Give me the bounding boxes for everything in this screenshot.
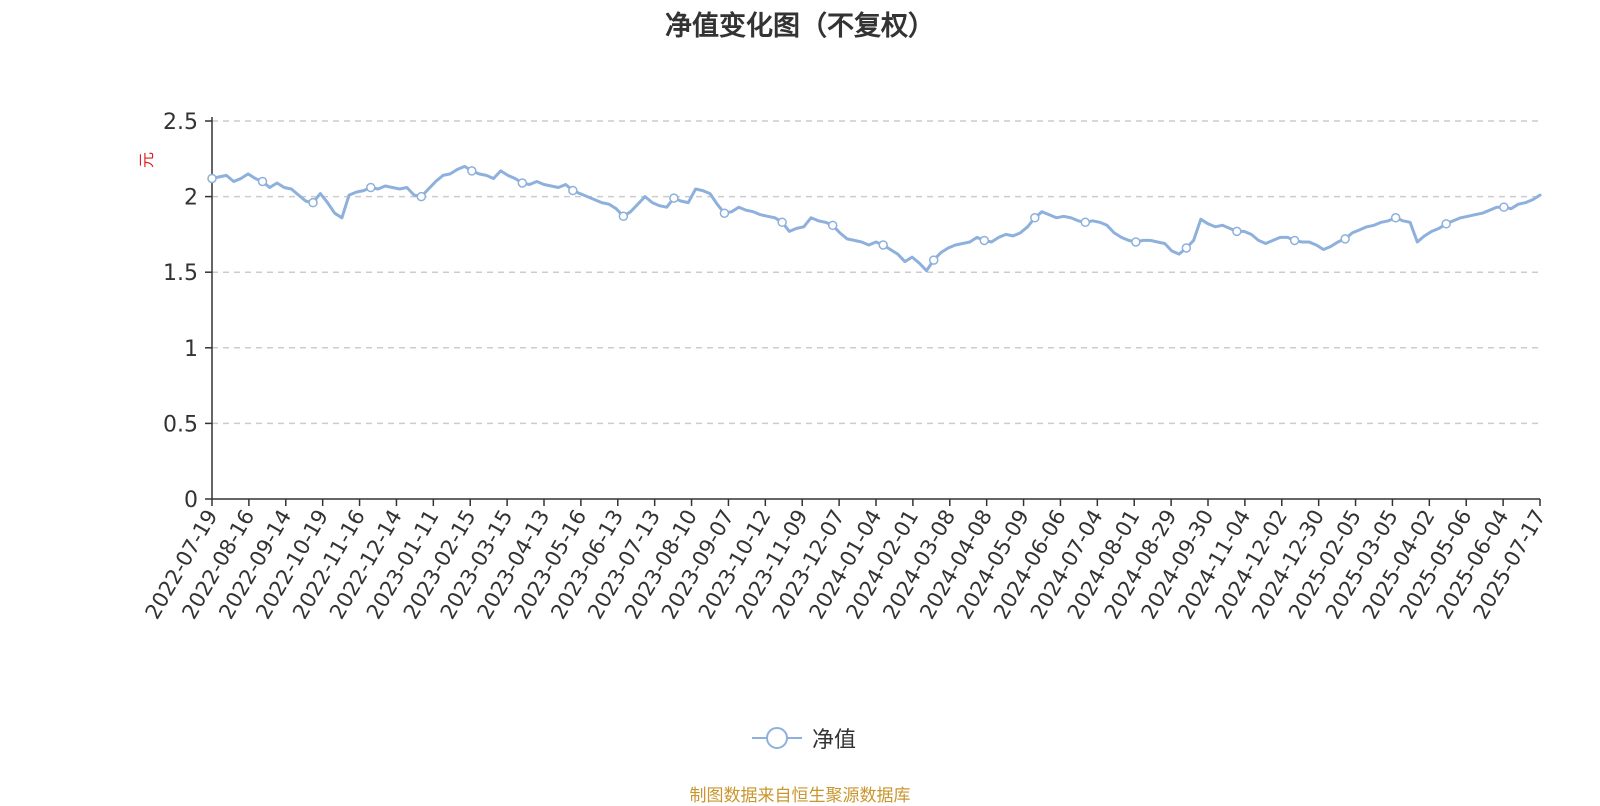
data-point-marker[interactable] bbox=[1499, 202, 1509, 212]
data-point-marker[interactable] bbox=[719, 208, 730, 218]
data-point-marker[interactable] bbox=[1131, 237, 1141, 247]
series-layer bbox=[207, 164, 1542, 273]
data-point-marker[interactable] bbox=[1390, 213, 1401, 223]
source-note: 制图数据来自恒生聚源数据库 bbox=[689, 786, 911, 806]
data-point-marker[interactable] bbox=[1232, 226, 1242, 237]
data-point-marker[interactable] bbox=[207, 173, 217, 184]
data-point-marker[interactable] bbox=[568, 185, 578, 196]
data-point-marker[interactable] bbox=[416, 191, 427, 202]
data-point-marker[interactable] bbox=[878, 240, 888, 250]
data-point-marker[interactable] bbox=[928, 255, 939, 265]
data-point-marker[interactable] bbox=[366, 182, 376, 193]
data-point-marker[interactable] bbox=[257, 176, 268, 187]
data-point-marker[interactable] bbox=[308, 197, 318, 208]
data-point-marker[interactable] bbox=[1080, 217, 1091, 228]
chart-title: 净值变化图（不复权） bbox=[665, 11, 935, 42]
data-point-marker[interactable] bbox=[1289, 235, 1300, 246]
y-axis-label: 元 bbox=[137, 152, 156, 168]
x-tick-labels: 2022-07-192022-08-162022-09-142022-10-19… bbox=[141, 506, 1551, 624]
data-point-marker[interactable] bbox=[1030, 213, 1040, 223]
y-tick-label: 0 bbox=[184, 488, 198, 513]
y-tick-labels: 0 0.5 1 1.5 2 2.5 bbox=[163, 110, 198, 513]
legend-line-circle-icon bbox=[752, 727, 802, 749]
y-tick-label: 2 bbox=[184, 186, 198, 211]
y-tick-label: 1.5 bbox=[163, 261, 198, 286]
y-tick-label: 0.5 bbox=[163, 412, 198, 437]
y-tick-label: 2.5 bbox=[163, 110, 198, 135]
series-line-nav bbox=[210, 164, 1542, 273]
legend[interactable]: 净值 bbox=[752, 724, 857, 753]
data-point-marker[interactable] bbox=[618, 211, 629, 222]
data-point-marker[interactable] bbox=[1441, 219, 1451, 229]
data-point-marker[interactable] bbox=[669, 193, 679, 203]
grid-lines bbox=[212, 120, 1540, 425]
data-point-marker[interactable] bbox=[1340, 234, 1350, 244]
legend-label: 净值 bbox=[812, 728, 857, 753]
y-tick-label: 1 bbox=[184, 337, 198, 362]
data-point-marker[interactable] bbox=[979, 235, 990, 246]
data-point-marker[interactable] bbox=[517, 178, 528, 188]
data-point-marker[interactable] bbox=[467, 166, 477, 176]
data-point-marker[interactable] bbox=[777, 217, 787, 228]
axes bbox=[205, 117, 1541, 506]
data-point-marker[interactable] bbox=[1181, 243, 1192, 253]
data-point-marker[interactable] bbox=[827, 220, 838, 231]
